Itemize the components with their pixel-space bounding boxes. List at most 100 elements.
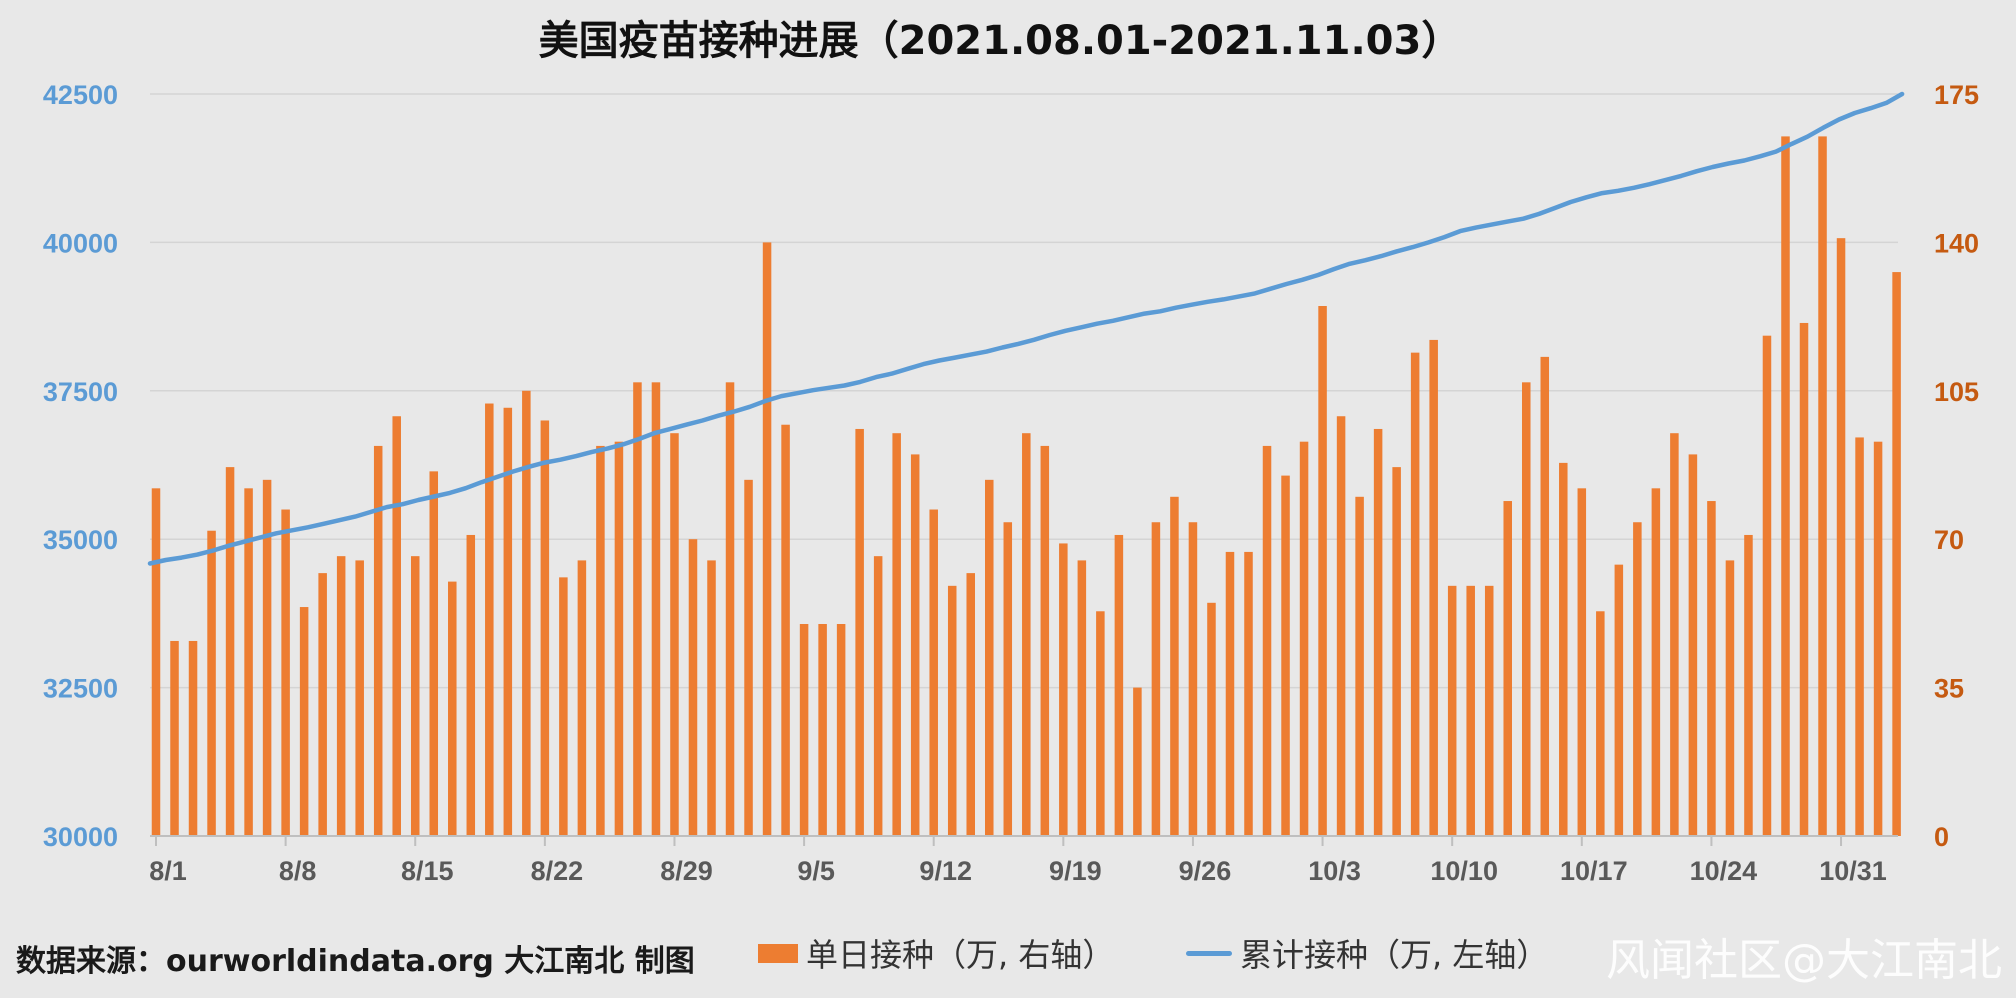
bar xyxy=(299,607,309,836)
bar xyxy=(1799,322,1809,837)
bar xyxy=(762,242,772,836)
bar-series-daily xyxy=(151,136,1901,837)
bar xyxy=(410,556,420,836)
right-axis-tick-label: 0 xyxy=(1934,822,1949,852)
bar xyxy=(985,479,994,836)
bar xyxy=(1188,522,1198,836)
bar xyxy=(633,382,642,836)
bar xyxy=(1133,687,1142,836)
x-axis-tick-label: 9/12 xyxy=(919,856,972,886)
bar xyxy=(1559,462,1568,836)
bar xyxy=(947,585,957,836)
right-axis-tick-label: 175 xyxy=(1934,80,1979,110)
bar xyxy=(1151,522,1161,836)
bar xyxy=(1373,428,1383,836)
bar xyxy=(910,454,920,836)
bar xyxy=(1040,445,1050,836)
bar xyxy=(1244,551,1253,836)
bar xyxy=(929,509,938,836)
x-axis-tick-label: 10/3 xyxy=(1308,856,1361,886)
bar xyxy=(1503,501,1512,836)
bar xyxy=(1207,602,1216,836)
bar xyxy=(1577,488,1587,836)
bar xyxy=(188,640,198,836)
bar xyxy=(1318,306,1327,836)
bar xyxy=(781,424,790,836)
bar xyxy=(1429,339,1438,836)
line-series-cumulative xyxy=(147,91,1905,566)
axes: 30000 32500 35000 37500 40000 42500 0 35 70 105 14… xyxy=(43,80,1979,886)
bar xyxy=(1707,501,1716,836)
legend-label-daily: 单日接种（万, 右轴） xyxy=(806,936,1115,974)
x-axis-tick-label: 10/17 xyxy=(1560,856,1628,886)
left-axis-tick-label: 37500 xyxy=(43,377,118,407)
bar xyxy=(1855,437,1864,836)
bar xyxy=(392,416,401,836)
bar xyxy=(1744,534,1753,836)
bar xyxy=(1392,467,1401,836)
bar xyxy=(336,556,346,836)
bar xyxy=(707,560,716,836)
bar xyxy=(1892,272,1901,837)
left-axis-tick-label: 35000 xyxy=(43,525,118,555)
left-axis-tick-label: 42500 xyxy=(43,80,118,110)
legend-item-cumulative: 累计接种（万, 左轴） xyxy=(1186,930,1548,976)
bar xyxy=(1299,441,1309,836)
bar xyxy=(892,433,901,836)
bar xyxy=(1818,136,1827,836)
bar xyxy=(1096,611,1105,836)
bar xyxy=(429,471,439,836)
bar xyxy=(522,390,531,836)
bar xyxy=(170,640,179,836)
cumulative-line xyxy=(147,91,1905,566)
bar xyxy=(1614,564,1624,836)
bar xyxy=(1688,454,1698,836)
bar xyxy=(1355,496,1364,836)
x-axis-tick-label: 8/29 xyxy=(660,856,713,886)
bar xyxy=(688,539,698,836)
x-axis-tick-label: 9/19 xyxy=(1049,856,1102,886)
x-axis-tick-label: 8/15 xyxy=(401,856,454,886)
bar xyxy=(503,407,513,836)
x-axis-tick-label: 10/10 xyxy=(1430,856,1498,886)
bar xyxy=(1651,488,1661,836)
data-source-note: 数据来源：ourworldindata.org 大江南北 制图 xyxy=(16,944,695,979)
bar xyxy=(1022,433,1031,836)
bar xyxy=(725,382,735,836)
bar xyxy=(1521,382,1531,836)
legend-bar-swatch xyxy=(758,943,798,963)
x-axis-tick-label: 8/22 xyxy=(531,856,584,886)
bar xyxy=(1466,585,1475,836)
bar xyxy=(799,624,809,836)
bar xyxy=(577,560,587,836)
x-axis-tick-label: 8/8 xyxy=(279,856,317,886)
bar xyxy=(1484,585,1494,836)
bar xyxy=(855,428,864,836)
bar xyxy=(651,382,661,836)
right-axis-tick-label: 140 xyxy=(1934,228,1979,258)
bar xyxy=(244,488,253,836)
bar xyxy=(1281,475,1290,836)
bar xyxy=(448,581,457,836)
bar xyxy=(1540,356,1550,836)
bar xyxy=(1725,560,1735,836)
bar xyxy=(1410,352,1420,836)
bar xyxy=(1873,441,1883,836)
bar xyxy=(1262,445,1272,836)
bar xyxy=(1336,416,1346,836)
bar xyxy=(1781,136,1790,836)
bar xyxy=(281,509,290,836)
bar xyxy=(1077,560,1087,836)
x-axis-tick-label: 8/1 xyxy=(149,856,187,886)
x-axis-tick-label: 9/5 xyxy=(797,856,835,886)
bar xyxy=(1670,433,1679,836)
bar xyxy=(873,556,883,836)
bar xyxy=(1762,335,1772,836)
bar xyxy=(1170,496,1179,836)
chart-title: 美国疫苗接种进展（2021.08.01-2021.11.03） xyxy=(539,18,1462,64)
x-axis-tick-label: 10/31 xyxy=(1819,856,1887,886)
legend-label-cumulative: 累计接种（万, 左轴） xyxy=(1240,936,1549,974)
gridlines xyxy=(150,93,1898,689)
bar xyxy=(836,624,846,836)
bar xyxy=(1447,585,1457,836)
